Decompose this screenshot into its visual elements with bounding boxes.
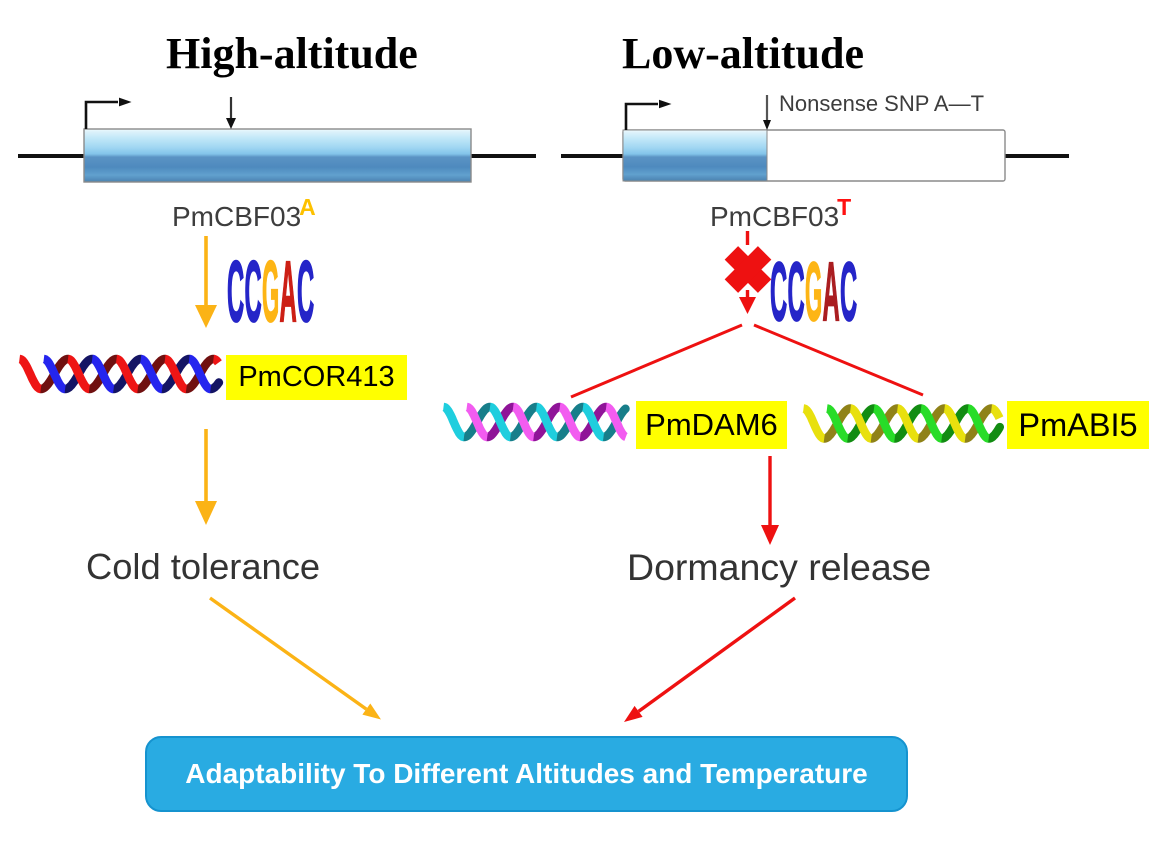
svg-text:C: C: [788, 245, 805, 339]
svg-text:C: C: [297, 245, 314, 340]
svg-text:C: C: [227, 245, 244, 340]
svg-text:C: C: [770, 245, 787, 339]
svg-text:C: C: [840, 245, 857, 339]
svg-text:G: G: [262, 245, 279, 340]
svg-text:G: G: [805, 245, 822, 339]
svg-text:C: C: [245, 245, 262, 340]
svg-text:A: A: [823, 245, 840, 339]
svg-text:A: A: [280, 245, 297, 340]
